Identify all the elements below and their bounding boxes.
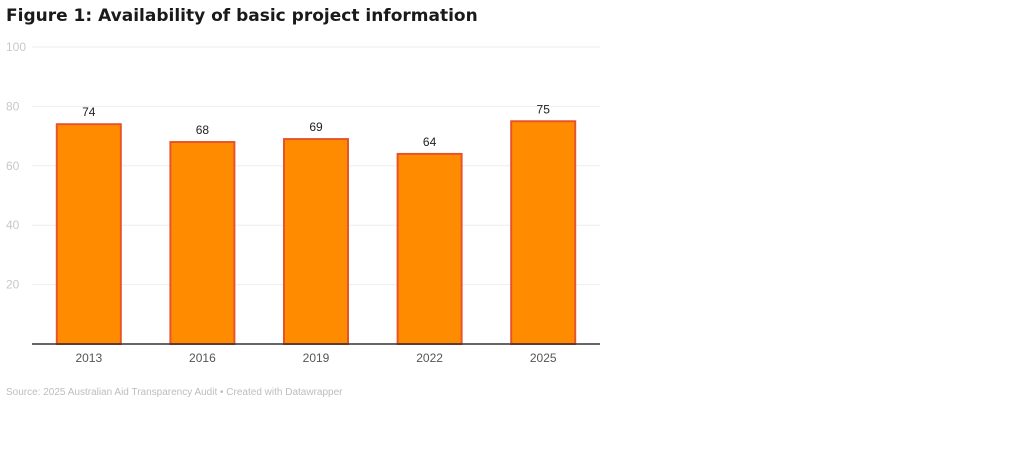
data-label-2022: 64 (423, 135, 437, 149)
x-tick-label-2016: 2016 (189, 351, 216, 365)
chart-title: Figure 1: Availability of basic project … (6, 6, 478, 26)
y-tick-label: 100 (6, 40, 26, 54)
bars (55, 120, 577, 345)
bar-2016 (169, 141, 236, 345)
data-label-2016: 68 (196, 123, 210, 137)
x-axis-ticks: 2013 2016 2019 2022 2025 (75, 351, 556, 365)
bar-2013 (55, 123, 122, 345)
x-tick-label-2025: 2025 (530, 351, 557, 365)
data-label-2019: 69 (309, 120, 323, 134)
x-tick-label-2022: 2022 (416, 351, 443, 365)
y-tick-label: 20 (6, 278, 20, 292)
data-labels: 74 68 69 64 75 (82, 102, 550, 149)
bar-2025 (510, 120, 577, 345)
bar-2022 (396, 152, 463, 345)
x-tick-label-2013: 2013 (75, 351, 102, 365)
bar-2019 (283, 138, 349, 345)
y-tick-label: 40 (6, 218, 20, 232)
y-tick-label: 60 (6, 159, 20, 173)
y-axis-ticks: 20 40 60 80 100 (6, 40, 26, 292)
x-tick-label-2019: 2019 (303, 351, 330, 365)
data-label-2013: 74 (82, 105, 96, 119)
y-tick-label: 80 (6, 99, 20, 113)
source-note: Source: 2025 Australian Aid Transparency… (6, 387, 343, 398)
data-label-2025: 75 (537, 102, 551, 116)
